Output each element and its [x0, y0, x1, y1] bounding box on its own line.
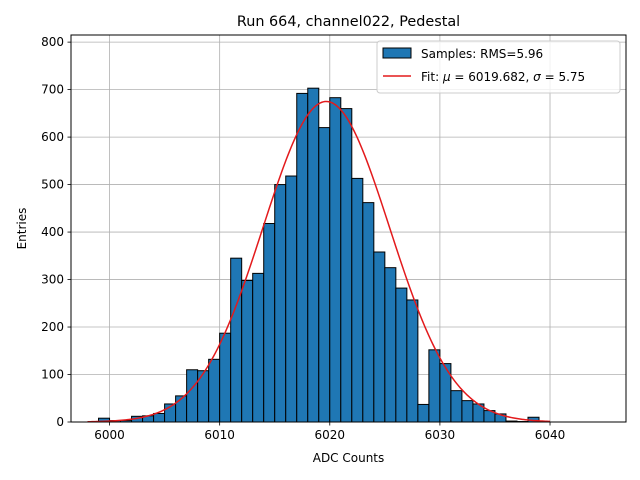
legend-samples-label: Samples: RMS=5.96	[421, 47, 543, 61]
chart-title: Run 664, channel022, Pedestal	[237, 14, 460, 30]
legend: Samples: RMS=5.96 Fit: μ = 6019.682, σ =…	[376, 40, 621, 94]
histogram-bar	[307, 87, 320, 423]
x-tick-label: 6010	[204, 428, 235, 442]
histogram-bar	[461, 400, 474, 423]
histogram-bar	[241, 279, 254, 423]
histogram-bars	[98, 87, 540, 423]
histogram-bar	[208, 358, 221, 423]
y-tick-label: 600	[41, 130, 64, 144]
histogram-bar	[450, 390, 463, 423]
gaussian-fit-line	[87, 100, 551, 423]
plot-frame	[70, 34, 627, 423]
legend-samples-swatch	[382, 47, 412, 59]
y-tick-label: 300	[41, 273, 64, 287]
histogram-bar	[329, 97, 342, 423]
legend-fit-sigma-text: = 5.75	[541, 70, 585, 84]
histogram-bar	[373, 251, 386, 423]
histogram-bar	[296, 92, 309, 423]
y-tick-label: 0	[56, 415, 64, 429]
histogram-bar	[406, 299, 419, 423]
histogram-bar	[318, 127, 331, 423]
histogram-bar	[417, 403, 430, 423]
histogram-bar	[395, 287, 408, 423]
histogram-bar	[230, 257, 243, 423]
y-tick-label: 100	[41, 368, 64, 382]
x-tick-label: 6030	[425, 428, 456, 442]
histogram-bar	[362, 202, 375, 423]
x-tick-label: 6020	[315, 428, 346, 442]
histogram-bar	[274, 184, 287, 423]
histogram-bar	[340, 108, 353, 423]
y-tick-label: 500	[41, 178, 64, 192]
y-tick-label: 700	[41, 83, 64, 97]
histogram-bar	[153, 412, 166, 423]
histogram-bar	[384, 267, 397, 423]
legend-fit-sigma-symbol: σ	[533, 70, 541, 84]
y-tick-label: 200	[41, 320, 64, 334]
y-axis-label: Entries	[15, 208, 29, 250]
y-tick-label: 400	[41, 225, 64, 239]
x-axis-ticks: 6000 6010 6020 6030 6040	[94, 422, 565, 442]
y-tick-label: 800	[41, 35, 64, 49]
legend-fit-label: Fit: μ = 6019.682, σ = 5.75	[421, 70, 585, 84]
x-tick-label: 6000	[94, 428, 125, 442]
legend-fit-mu-text: = 6019.682,	[451, 70, 534, 84]
histogram-bar	[252, 272, 265, 423]
histogram-bar	[186, 369, 199, 423]
x-axis-label: ADC Counts	[313, 451, 385, 465]
legend-fit-prefix: Fit:	[421, 70, 443, 84]
histogram-bar	[351, 177, 364, 423]
x-tick-label: 6040	[535, 428, 566, 442]
histogram-bar	[263, 223, 276, 423]
histogram-bar	[428, 349, 441, 423]
legend-box	[376, 40, 621, 94]
histogram-bar	[285, 175, 298, 423]
histogram-bar	[219, 332, 232, 423]
legend-fit-mu-symbol: μ	[442, 70, 451, 84]
y-axis-ticks: 0 100 200 300 400 500 600 700 800	[41, 35, 71, 429]
